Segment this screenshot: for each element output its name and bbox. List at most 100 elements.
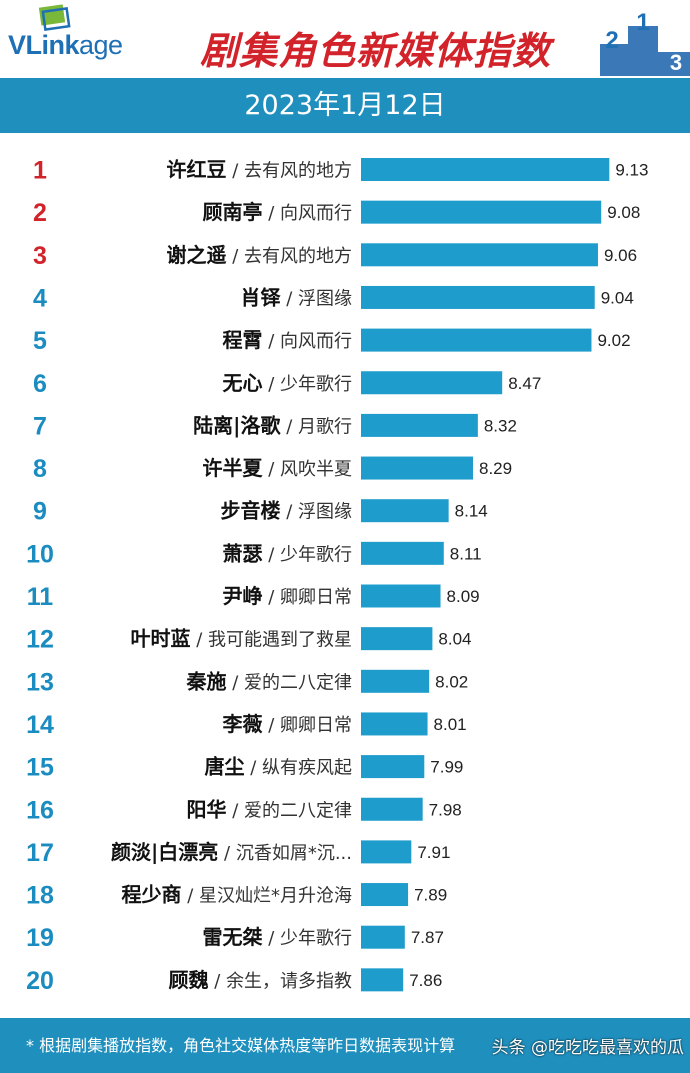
character-name: 李薇 [221, 712, 262, 736]
row-label: 无心 / 少年歌行 [222, 371, 352, 395]
bar [361, 968, 404, 992]
bar [361, 541, 444, 565]
rank-label: 5 [33, 327, 47, 355]
drama-name: / 去有风的地方 [226, 161, 352, 182]
character-name: 萧瑟 [222, 541, 262, 565]
value-label: 8.14 [455, 502, 488, 521]
bar [361, 371, 503, 395]
bar [361, 584, 441, 608]
value-label: 7.98 [429, 800, 462, 819]
drama-name: / 卿卿日常 [262, 715, 352, 736]
bar [361, 627, 433, 651]
rank-label: 19 [26, 924, 54, 952]
row-label: 程霄 / 向风而行 [222, 328, 352, 352]
date-banner: 2023年1月12日 [0, 78, 690, 133]
footer-note: * 根据剧集播放指数，角色社交媒体热度等昨日数据表现计算 [0, 1018, 690, 1073]
row-label: 李薇 / 卿卿日常 [221, 712, 352, 736]
podium-label-2: 2 [605, 27, 618, 54]
bar [361, 669, 430, 693]
character-name: 雷无桀 [202, 925, 263, 949]
rank-label: 7 [33, 412, 47, 440]
logo: VLinkage [8, 30, 123, 61]
value-label: 7.89 [414, 886, 447, 905]
page-title: 剧集角色新媒体指数 [200, 29, 552, 73]
character-name: 颜淡|白漂亮 [111, 840, 218, 864]
bar [361, 456, 473, 480]
character-name: 尹峥 [222, 584, 262, 608]
row-label: 唐尘 / 纵有疾风起 [204, 755, 352, 779]
drama-name: / 少年歌行 [262, 544, 352, 565]
rank-label: 10 [26, 540, 54, 568]
rank-label: 8 [33, 455, 47, 483]
value-label: 7.91 [417, 843, 450, 862]
character-name: 步音楼 [220, 499, 280, 523]
character-name: 肖铎 [240, 285, 281, 309]
rank-label: 4 [33, 284, 47, 312]
drama-name: / 去有风的地方 [226, 246, 352, 267]
rank-label: 13 [26, 668, 54, 696]
row-label: 步音楼 / 浮图缘 [220, 499, 352, 523]
rank-label: 16 [26, 796, 54, 824]
bar [361, 499, 449, 523]
drama-name: / 浮图缘 [280, 288, 352, 309]
bar [361, 243, 598, 267]
character-name: 阳华 [186, 797, 226, 821]
bar [361, 840, 412, 864]
bar [361, 413, 478, 437]
drama-name: / 星汉灿烂*月升沧海 [181, 886, 352, 907]
bar [361, 883, 409, 907]
header: VLinkage 剧集角色新媒体指数 2 1 3 [0, 0, 690, 78]
podium-label-1: 1 [636, 9, 649, 36]
row-label: 叶时蓝 / 我可能遇到了救星 [130, 627, 352, 651]
character-name: 陆离|洛歌 [193, 413, 281, 437]
rank-label: 14 [26, 711, 54, 739]
rank-label: 11 [27, 583, 54, 611]
row-label: 谢之遥 / 去有风的地方 [166, 243, 352, 267]
drama-name: / 纵有疾风起 [244, 758, 352, 779]
drama-name: / 向风而行 [262, 331, 352, 352]
bar [361, 712, 428, 736]
character-name: 秦施 [185, 669, 226, 693]
row-label: 颜淡|白漂亮 / 沉香如屑*沉... [111, 840, 352, 864]
character-name: 顾南亭 [202, 200, 262, 224]
rank-label: 1 [33, 157, 47, 185]
row-label: 尹峥 / 卿卿日常 [222, 584, 352, 608]
bar [361, 797, 423, 821]
logo-suffix: age [79, 30, 123, 60]
rank-label: 3 [33, 242, 47, 270]
character-name: 程霄 [222, 328, 262, 352]
podium-icon: 2 1 3 [600, 9, 690, 76]
value-label: 8.47 [508, 374, 541, 393]
drama-name: / 向风而行 [262, 203, 352, 224]
drama-name: / 少年歌行 [262, 928, 352, 949]
rank-label: 20 [26, 967, 54, 995]
value-label: 8.01 [434, 715, 467, 734]
rank-label: 2 [33, 199, 47, 227]
row-label: 萧瑟 / 少年歌行 [222, 541, 352, 565]
bar [361, 285, 595, 309]
bar [361, 158, 610, 181]
drama-name: / 少年歌行 [262, 374, 352, 395]
value-label: 8.02 [435, 672, 468, 691]
rank-label: 6 [33, 370, 47, 398]
row-label: 肖铎 / 浮图缘 [240, 285, 352, 309]
row-label: 顾南亭 / 向风而行 [202, 200, 352, 224]
value-label: 9.04 [601, 288, 634, 307]
drama-name: / 浮图缘 [280, 502, 352, 523]
character-name: 许半夏 [202, 456, 263, 480]
character-name: 无心 [222, 371, 262, 395]
rank-label: 9 [33, 498, 47, 526]
bar [361, 925, 405, 949]
drama-name: / 爱的二八定律 [226, 800, 352, 821]
drama-name: / 月歌行 [280, 416, 352, 437]
row-label: 阳华 / 爱的二八定律 [186, 797, 352, 821]
value-label: 7.86 [409, 971, 442, 990]
value-label: 9.06 [604, 246, 637, 265]
value-label: 9.08 [607, 203, 640, 222]
drama-name: / 爱的二八定律 [226, 672, 352, 693]
row-label: 顾魏 / 余生，请多指教 [168, 968, 352, 992]
character-name: 程少商 [121, 883, 181, 907]
logo-mark-icon [38, 4, 71, 31]
value-label: 8.11 [450, 544, 482, 563]
value-label: 8.09 [447, 587, 480, 606]
